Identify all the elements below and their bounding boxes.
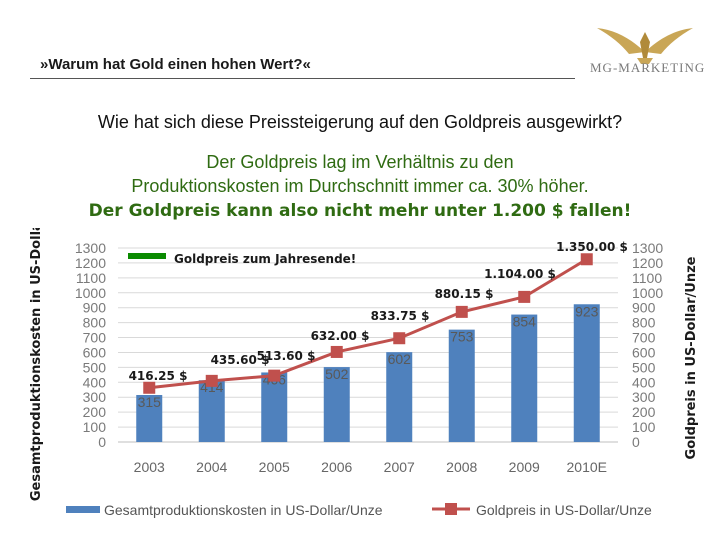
- price-annotation: 435.60 $: [211, 353, 270, 367]
- x-tick-label: 2006: [321, 459, 352, 475]
- x-tick-label: 2005: [259, 459, 290, 475]
- y-tick-label-right: 200: [632, 404, 656, 420]
- y-tick-label-left: 1200: [75, 255, 106, 271]
- y-axis-title-left: Gesamtproduktionskosten in US-Dollar/Unz…: [29, 228, 44, 501]
- x-tick-label: 2008: [446, 459, 477, 475]
- y-tick-label-right: 900: [632, 300, 656, 316]
- price-annotation: 1.350.00 $: [556, 240, 628, 254]
- bar-value-label: 502: [325, 366, 349, 382]
- bar-value-label: 923: [575, 303, 599, 319]
- x-tick-label: 2010E: [567, 459, 607, 475]
- legend-label-line: Goldpreis in US-Dollar/Unze: [476, 502, 652, 518]
- statement-line-2: Produktionskosten im Durchschnitt immer …: [131, 176, 589, 196]
- bar: [386, 352, 413, 442]
- gold-price-point: [268, 369, 281, 382]
- y-tick-label-left: 300: [83, 389, 107, 405]
- price-annotation: 1.104.00 $: [484, 267, 556, 281]
- bar: [198, 380, 225, 442]
- y-tick-label-right: 800: [632, 315, 656, 331]
- y-axis-title-right: Goldpreis in US-Dollar/Unze: [684, 256, 699, 459]
- price-annotation: 416.25 $: [129, 369, 188, 383]
- price-annotation: 632.00 $: [311, 329, 370, 343]
- y-tick-label-right: 0: [632, 434, 640, 450]
- bar-value-label: 315: [138, 394, 162, 410]
- x-tick-label: 2004: [196, 459, 227, 475]
- bar-value-label: 602: [388, 351, 412, 367]
- bar: [448, 329, 475, 442]
- price-annotation: 513.60 $: [257, 349, 316, 363]
- header-divider: [30, 78, 575, 79]
- gold-price-point: [205, 374, 218, 387]
- brand-logo-text: MG-MARKETING: [590, 60, 706, 75]
- bar: [261, 372, 288, 442]
- y-tick-label-right: 500: [632, 359, 656, 375]
- y-tick-label-right: 1300: [632, 240, 663, 256]
- y-tick-label-right: 700: [632, 330, 656, 346]
- price-annotation: 880.15 $: [435, 287, 494, 301]
- y-tick-label-left: 1300: [75, 240, 106, 256]
- y-tick-label-left: 500: [83, 359, 107, 375]
- y-tick-label-left: 200: [83, 404, 107, 420]
- x-tick-label: 2009: [509, 459, 540, 475]
- gold-price-point: [143, 381, 156, 394]
- bar-value-label: 753: [450, 329, 474, 345]
- slide-title: »Warum hat Gold einen hohen Wert?«: [40, 56, 311, 73]
- legend-swatch-bars: [66, 506, 100, 513]
- gold-price-point: [330, 345, 343, 358]
- bar: [136, 394, 163, 442]
- legend-label-bars: Gesamtproduktionskosten in US-Dollar/Unz…: [104, 502, 383, 518]
- gold-price-point: [580, 253, 593, 266]
- statement-line-3: Der Goldpreis kann also nicht mehr unter…: [88, 201, 632, 221]
- gold-price-line: [149, 257, 588, 390]
- overlay-legend-swatch: [128, 253, 166, 259]
- gold-price-point: [455, 305, 468, 318]
- y-tick-label-left: 1000: [75, 285, 106, 301]
- y-tick-label-left: 800: [83, 315, 107, 331]
- y-tick-label-right: 1200: [632, 255, 663, 271]
- y-tick-label-left: 700: [83, 330, 107, 346]
- x-tick-label: 2007: [384, 459, 415, 475]
- x-tick-label: 2003: [134, 459, 165, 475]
- y-tick-label-left: 1100: [76, 270, 106, 286]
- eagle-logo-icon: [597, 28, 693, 64]
- y-tick-label-left: 100: [83, 419, 107, 435]
- y-tick-label-left: 400: [83, 374, 107, 390]
- legend-swatch-marker: [445, 503, 457, 515]
- y-tick-label-left: 900: [83, 300, 107, 316]
- y-tick-label-right: 100: [632, 419, 656, 435]
- bar: [573, 304, 600, 442]
- bar: [323, 367, 350, 442]
- y-tick-label-left: 600: [83, 344, 107, 360]
- gold-price-point: [393, 332, 406, 345]
- bar-value-label: 854: [513, 314, 537, 330]
- y-tick-label-right: 300: [632, 389, 656, 405]
- question-text: Wie hat sich diese Preissteigerung auf d…: [97, 112, 623, 132]
- overlay-legend-label: Goldpreis zum Jahresende!: [174, 252, 356, 266]
- y-tick-label-right: 400: [632, 374, 656, 390]
- y-tick-label-right: 1000: [632, 285, 663, 301]
- y-tick-label-right: 600: [632, 344, 656, 360]
- gold-price-point: [518, 290, 531, 303]
- statement-line-1: Der Goldpreis lag im Verhältnis zu den: [206, 152, 514, 172]
- y-tick-label-left: 0: [98, 434, 106, 450]
- price-annotation: 833.75 $: [371, 309, 430, 323]
- bar: [511, 314, 538, 442]
- y-tick-label-right: 1100: [632, 270, 662, 286]
